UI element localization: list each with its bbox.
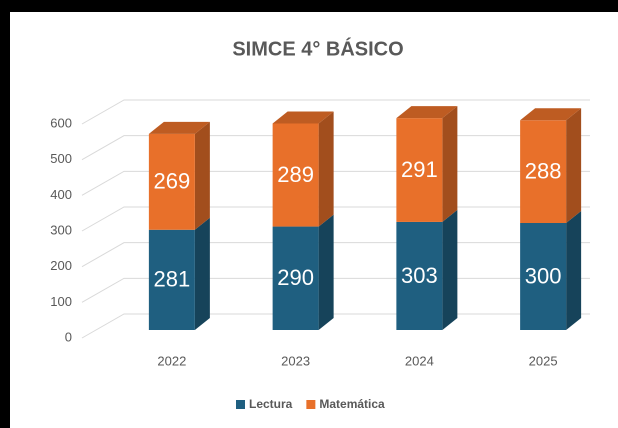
bar-side (566, 211, 582, 330)
y-tick-label: 100 (50, 294, 72, 309)
bar-top (396, 106, 458, 119)
bar (396, 118, 443, 222)
bar (520, 223, 567, 330)
legend-swatch (236, 400, 245, 409)
data-label: 281 (154, 267, 191, 292)
bar-side (442, 209, 458, 330)
bar (148, 133, 195, 230)
data-label: 290 (277, 265, 314, 290)
data-label: 300 (525, 263, 562, 288)
grid-line (81, 99, 590, 125)
bar-side (318, 111, 334, 227)
y-tick-label: 0 (65, 329, 72, 344)
bar-side (566, 108, 582, 223)
legend-label: Matemática (319, 397, 385, 411)
y-tick-label: 200 (50, 258, 72, 273)
legend-label: Lectura (249, 397, 293, 411)
y-tick-label: 400 (50, 187, 72, 202)
data-label: 269 (154, 169, 191, 194)
data-label: 288 (525, 158, 562, 183)
x-tick-label: 2025 (529, 353, 558, 368)
bar-top (520, 108, 582, 121)
bar-side (318, 214, 334, 330)
x-tick-label: 2022 (157, 353, 186, 368)
bar (148, 229, 195, 330)
bar (520, 120, 567, 223)
y-tick-label: 300 (50, 222, 72, 237)
x-tick-label: 2024 (405, 353, 434, 368)
legend-swatch (306, 400, 316, 409)
bar-side (442, 106, 458, 222)
bar (272, 123, 319, 227)
bar-side (194, 121, 210, 230)
bar (396, 221, 443, 330)
data-label: 289 (277, 162, 314, 187)
data-label: 303 (401, 263, 438, 288)
bar-top (148, 121, 210, 134)
x-tick-label: 2023 (281, 353, 310, 368)
bar (272, 226, 319, 330)
y-tick-label: 500 (50, 151, 72, 166)
y-tick-label: 600 (50, 115, 72, 130)
bar-top (272, 111, 334, 124)
bar-side (194, 217, 210, 330)
data-label: 291 (401, 157, 438, 182)
chart-title: SIMCE 4° BÁSICO (232, 37, 403, 60)
